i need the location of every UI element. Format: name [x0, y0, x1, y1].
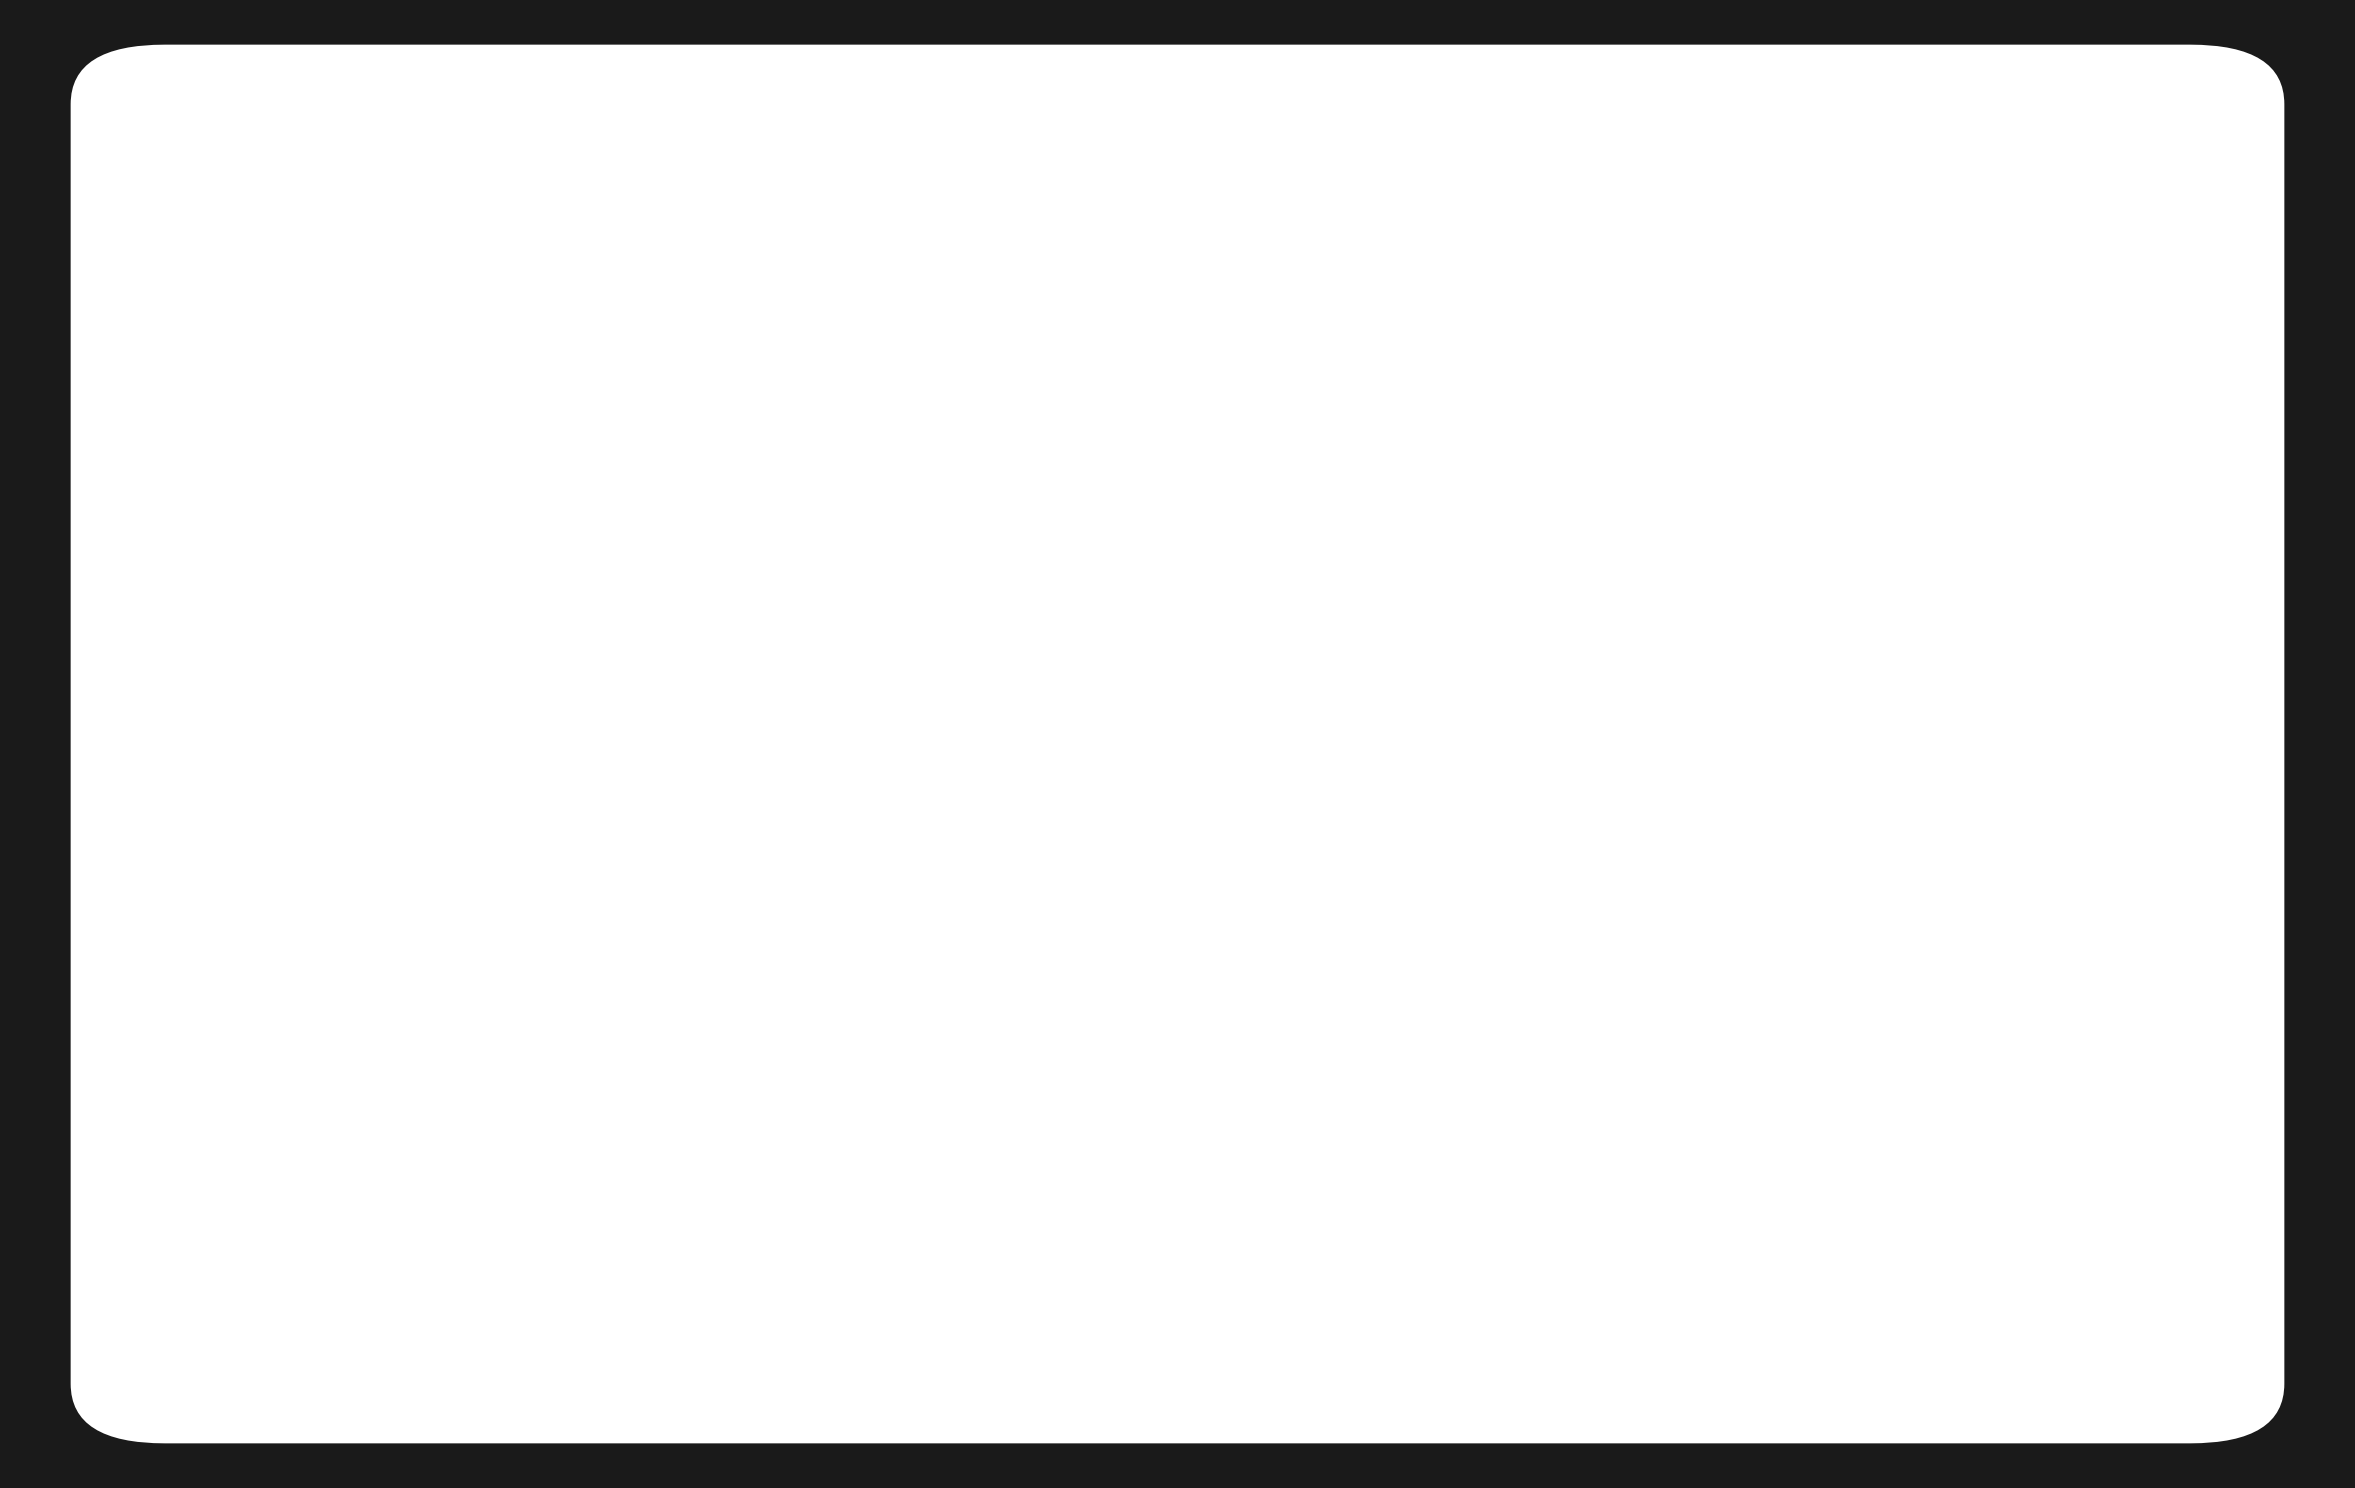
- Text: 25%: 25%: [666, 869, 794, 921]
- Text: 25%: 25%: [2049, 869, 2174, 921]
- Text: 26%: 26%: [1703, 860, 1830, 912]
- Text: 25%: 25%: [1359, 869, 1484, 921]
- Text: 25%: 25%: [1013, 869, 1137, 921]
- Text: 28%: 28%: [323, 842, 447, 894]
